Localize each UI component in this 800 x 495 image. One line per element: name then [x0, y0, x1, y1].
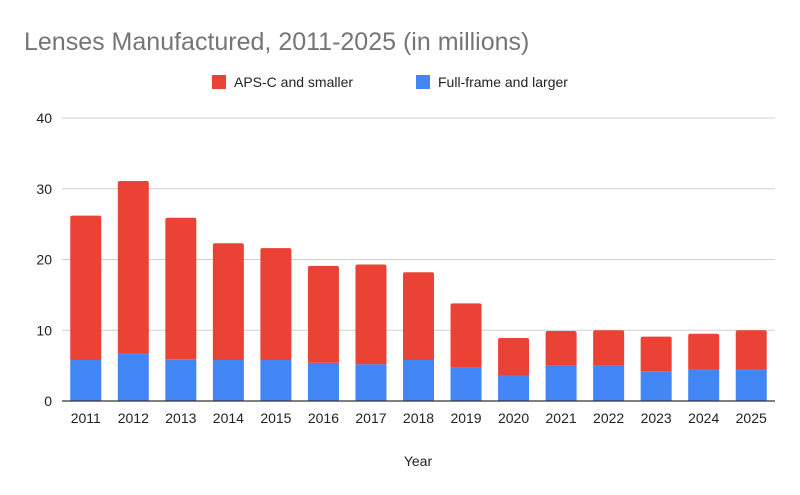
bar-segment-aps-c-and-smaller	[498, 338, 530, 376]
x-tick-label: 2017	[355, 410, 386, 426]
bar-stack-2014	[212, 243, 244, 401]
bar-segment-full-frame-and-larger	[593, 365, 625, 401]
bar-segment-aps-c-and-smaller	[450, 303, 482, 368]
x-tick-label: 2013	[165, 410, 196, 426]
x-axis-label: Year	[404, 453, 433, 469]
x-tick-label: 2022	[593, 410, 624, 426]
bar-segment-aps-c-and-smaller	[260, 248, 292, 360]
bars	[70, 180, 767, 401]
legend-label: APS-C and smaller	[234, 74, 353, 90]
bar-segment-aps-c-and-smaller	[403, 272, 434, 360]
bar-stack-2012	[117, 180, 149, 401]
y-tick-label: 0	[44, 393, 52, 409]
bar-segment-aps-c-and-smaller	[307, 265, 339, 363]
bar-segment-aps-c-and-smaller	[212, 243, 244, 360]
x-tick-label: 2019	[450, 410, 481, 426]
y-tick-label: 20	[36, 252, 52, 268]
bar-stack-2023	[640, 336, 672, 401]
bar-segment-full-frame-and-larger	[735, 369, 767, 401]
bar-stack-2017	[355, 264, 387, 401]
bar-segment-full-frame-and-larger	[688, 369, 720, 401]
x-tick-label: 2012	[118, 410, 149, 426]
bar-stack-2011	[70, 215, 102, 401]
bar-stack-2018	[403, 272, 434, 401]
bar-segment-full-frame-and-larger	[450, 367, 482, 401]
bar-segment-full-frame-and-larger	[212, 359, 244, 401]
x-tick-label: 2011	[71, 410, 101, 426]
bar-stack-2015	[260, 248, 292, 401]
bar-segment-full-frame-and-larger	[355, 364, 387, 401]
bar-stack-2016	[307, 265, 339, 401]
bar-segment-full-frame-and-larger	[165, 359, 197, 401]
bar-segment-aps-c-and-smaller	[735, 330, 767, 370]
bar-segment-full-frame-and-larger	[403, 359, 434, 401]
legend-swatch	[212, 75, 226, 89]
bar-segment-aps-c-and-smaller	[593, 330, 625, 366]
legend-swatch	[416, 75, 430, 89]
bar-segment-aps-c-and-smaller	[688, 333, 720, 370]
bar-segment-aps-c-and-smaller	[545, 330, 577, 366]
bar-segment-aps-c-and-smaller	[70, 215, 102, 360]
bar-segment-full-frame-and-larger	[640, 371, 672, 401]
bar-segment-full-frame-and-larger	[70, 359, 102, 401]
bar-stack-2019	[450, 303, 482, 401]
x-tick-label: 2014	[213, 410, 244, 426]
legend: APS-C and smaller Full-frame and larger	[212, 74, 568, 90]
y-tick-label: 30	[36, 181, 52, 197]
x-tick-label: 2016	[308, 410, 339, 426]
x-tick-label: 2020	[498, 410, 529, 426]
x-tick-label: 2021	[546, 410, 577, 426]
bar-stack-2025	[735, 330, 767, 401]
bar-segment-full-frame-and-larger	[307, 362, 339, 401]
x-tick-label: 2024	[688, 410, 719, 426]
legend-label: Full-frame and larger	[438, 74, 568, 90]
bar-stack-2021	[545, 330, 577, 401]
x-axis-ticks: 2011 2012 2013 2014 2015 2016 2017 2018 2019 2020…	[71, 410, 767, 426]
bar-segment-aps-c-and-smaller	[640, 336, 672, 372]
bar-segment-aps-c-and-smaller	[117, 180, 149, 354]
bar-stack-2013	[165, 217, 197, 401]
x-tick-label: 2023	[641, 410, 672, 426]
x-tick-label: 2025	[736, 410, 767, 426]
bar-stack-2024	[688, 333, 720, 401]
chart-title: Lenses Manufactured, 2011-2025 (in milli…	[24, 28, 529, 56]
x-tick-label: 2015	[260, 410, 291, 426]
bar-segment-aps-c-and-smaller	[355, 264, 387, 365]
y-tick-label: 10	[36, 322, 52, 338]
bar-segment-full-frame-and-larger	[545, 365, 577, 401]
bar-segment-full-frame-and-larger	[498, 375, 530, 401]
bar-stack-2020	[498, 338, 530, 401]
y-tick-label: 40	[36, 110, 52, 126]
bar-stack-2022	[593, 330, 625, 401]
x-tick-label: 2018	[403, 410, 434, 426]
bar-segment-aps-c-and-smaller	[165, 217, 197, 360]
bar-segment-full-frame-and-larger	[260, 359, 292, 401]
bar-segment-full-frame-and-larger	[117, 353, 149, 401]
